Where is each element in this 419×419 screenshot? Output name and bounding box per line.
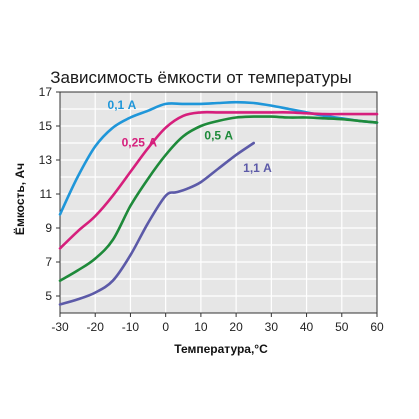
y-tick-label: 13 — [39, 153, 53, 167]
y-tick-label: 5 — [45, 289, 52, 303]
y-tick-label: 7 — [45, 255, 52, 269]
x-tick-label: -10 — [122, 320, 140, 334]
chart-title: Зависимость ёмкости от температуры — [50, 68, 351, 87]
y-tick-label: 17 — [39, 85, 53, 99]
plot-frame — [59, 91, 378, 314]
x-tick-label: 60 — [370, 320, 384, 334]
series-line — [58, 141, 255, 306]
x-tick-label: -20 — [87, 320, 105, 334]
x-tick-label: 30 — [265, 320, 279, 334]
series-label: 0,5 А — [204, 129, 233, 143]
x-tick-label: 20 — [229, 320, 243, 334]
series-label: 0,1 А — [108, 98, 137, 112]
series-label: 1,1 А — [243, 161, 272, 175]
plot-area: -30 -20 -10 0 10 20 30 40 50 60 5 7 9 11 13 15 17 0,1 А 0,… — [39, 85, 384, 334]
x-tick-label: 50 — [335, 320, 349, 334]
x-axis-label: Температура,°C — [174, 342, 268, 356]
series-label: 0,25 А — [122, 135, 158, 149]
series-line — [58, 110, 379, 250]
x-tick-label: -30 — [51, 320, 69, 334]
x-tick-label: 10 — [194, 320, 208, 334]
series-line — [58, 100, 379, 216]
y-axis-label: Ёмкость, Ач — [12, 163, 27, 235]
y-tick-label: 9 — [45, 221, 52, 235]
series-line — [58, 115, 379, 282]
x-tick-label: 40 — [300, 320, 314, 334]
y-tick-label: 15 — [39, 119, 53, 133]
y-tick-label: 11 — [40, 187, 53, 201]
x-tick-label: 0 — [162, 320, 169, 334]
